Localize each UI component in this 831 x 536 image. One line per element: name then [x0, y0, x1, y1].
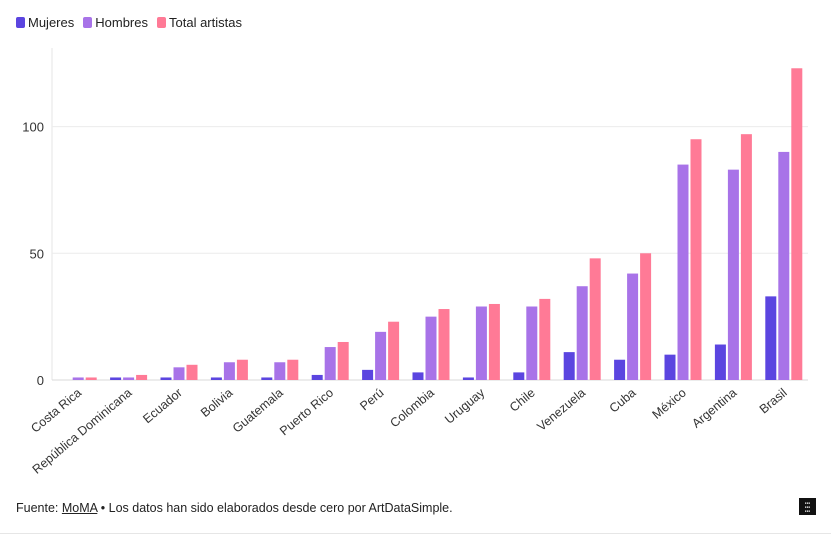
bar-hombres — [223, 362, 235, 380]
bar-total-artistas — [337, 341, 349, 380]
bar-mujeres — [261, 377, 273, 380]
x-tick-label: Bolivia — [198, 386, 235, 420]
bar-mujeres — [513, 372, 525, 380]
bar-mujeres — [362, 369, 374, 380]
bar-hombres — [526, 306, 538, 380]
bar-hombres — [727, 169, 739, 380]
bar-hombres — [375, 331, 387, 380]
y-tick-label: 50 — [30, 246, 44, 261]
bar-mujeres — [664, 354, 676, 380]
bar-hombres — [475, 306, 487, 380]
legend-swatch-hombres — [83, 17, 93, 28]
brand-logo: ▪▪▪ ▪▪▪ ▪▪▪ — [799, 498, 816, 515]
bar-mujeres — [311, 374, 323, 380]
bar-total-artistas — [186, 364, 198, 380]
x-tick-label: Ecuador — [140, 386, 185, 427]
bar-total-artistas — [740, 134, 752, 380]
bar-hombres — [324, 347, 336, 380]
bar-mujeres — [614, 359, 626, 380]
bar-mujeres — [462, 377, 474, 380]
legend-label-mujeres: Mujeres — [28, 15, 75, 30]
bar-total-artistas — [388, 321, 400, 380]
bottom-divider — [0, 533, 831, 534]
bar-hombres — [677, 164, 689, 380]
bar-hombres — [576, 286, 588, 380]
x-tick-label: Cuba — [607, 386, 639, 416]
legend: Mujeres Hombres Total artistas — [16, 15, 245, 30]
bar-hombres — [123, 377, 135, 380]
x-tick-label: Chile — [507, 386, 538, 415]
bar-total-artistas — [640, 253, 652, 380]
legend-label-total: Total artistas — [169, 15, 242, 30]
x-tick-label: Uruguay — [442, 385, 488, 427]
x-tick-label: Perú — [357, 386, 386, 414]
x-tick-label: Argentina — [689, 386, 739, 431]
bar-total-artistas — [539, 298, 551, 380]
x-tick-label: Puerto Rico — [277, 386, 336, 439]
footer-suffix: • Los datos han sido elaborados desde ce… — [97, 501, 453, 515]
legend-item-hombres[interactable]: Hombres — [83, 15, 148, 30]
bar-mujeres — [110, 377, 122, 380]
source-link[interactable]: MoMA — [61, 501, 98, 515]
bar-mujeres — [160, 377, 172, 380]
y-tick-label: 0 — [37, 373, 44, 388]
x-tick-label: Colombia — [387, 386, 436, 431]
bar-mujeres — [210, 377, 222, 380]
bar-total-artistas — [287, 359, 299, 380]
bar-total-artistas — [136, 374, 148, 380]
bar-hombres — [274, 362, 286, 380]
legend-swatch-total — [157, 17, 166, 28]
bar-total-artistas — [488, 303, 500, 380]
bar-mujeres — [412, 372, 424, 380]
bar-total-artistas — [85, 377, 97, 380]
legend-swatch-mujeres — [16, 17, 25, 28]
x-tick-label: México — [650, 386, 689, 422]
bar-total-artistas — [690, 139, 702, 380]
bar-mujeres — [563, 352, 575, 380]
legend-label-hombres: Hombres — [95, 15, 148, 30]
bar-mujeres — [765, 296, 777, 380]
bar-hombres — [425, 316, 437, 380]
footer-prefix: Fuente: — [16, 501, 62, 515]
source-footer: Fuente: MoMA • Los datos han sido elabor… — [16, 501, 453, 515]
bar-hombres — [72, 377, 84, 380]
x-tick-label: Brasil — [757, 386, 790, 417]
bar-hombres — [173, 367, 185, 380]
x-tick-label: República Dominicana — [30, 386, 135, 477]
bar-total-artistas — [438, 309, 450, 380]
bar-total-artistas — [791, 68, 803, 380]
legend-item-mujeres[interactable]: Mujeres — [16, 15, 74, 30]
bar-total-artistas — [236, 359, 248, 380]
bar-total-artistas — [589, 258, 601, 380]
bar-hombres — [627, 273, 639, 380]
bar-mujeres — [714, 344, 726, 380]
x-tick-label: Venezuela — [534, 386, 588, 434]
legend-item-total[interactable]: Total artistas — [157, 15, 242, 30]
y-tick-label: 100 — [22, 120, 44, 135]
bar-hombres — [778, 151, 790, 380]
